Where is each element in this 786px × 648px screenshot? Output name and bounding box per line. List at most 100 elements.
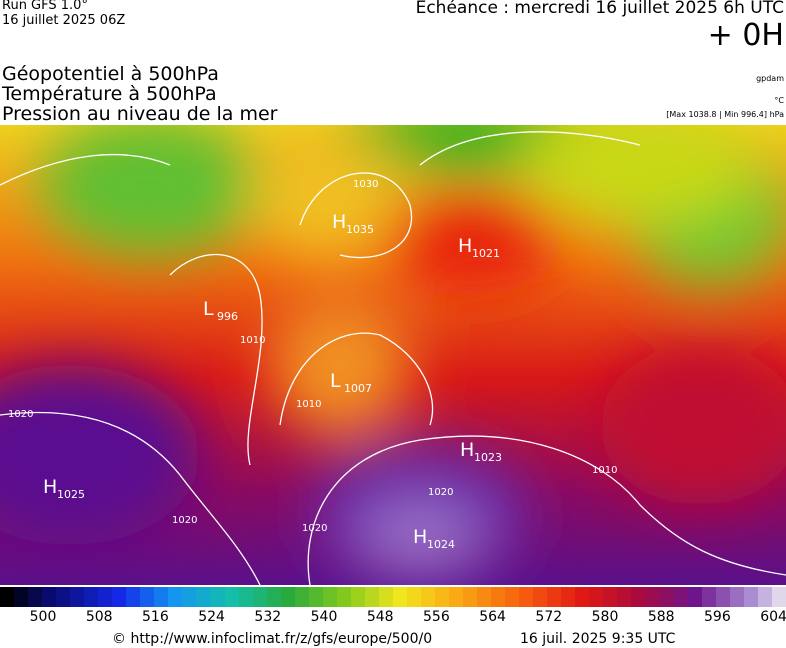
title: Géopotentiel à 500hPa	[2, 63, 219, 85]
colorbar-swatch	[308, 587, 323, 607]
isobar-label: 1030	[353, 179, 378, 190]
pressure-center: H	[413, 526, 427, 548]
colorbar-swatch	[617, 587, 632, 607]
colorbar-tick: 508	[85, 609, 113, 625]
colorbar-swatch	[420, 587, 435, 607]
colorbar-tick: 596	[704, 609, 731, 625]
colorbar-swatch	[729, 587, 744, 607]
colorbar-swatch	[463, 587, 478, 607]
colorbar-swatch	[533, 587, 548, 607]
colorbar-tick: 564	[479, 609, 506, 625]
colorbar-swatch	[336, 587, 351, 607]
offset: + 0H	[707, 18, 784, 53]
colorbar-swatch	[210, 587, 225, 607]
colorbar-swatch	[266, 587, 281, 607]
isobar-label: 1020	[302, 523, 327, 534]
colorbar-tick: 548	[366, 609, 394, 625]
colorbar-swatch	[280, 587, 295, 607]
pressure-center: H	[43, 476, 57, 498]
colorbar-swatch	[84, 587, 99, 607]
isobar-label: 1020	[428, 487, 453, 498]
colorbar-swatch	[14, 587, 29, 607]
colorbar-swatch	[505, 587, 520, 607]
unit: [Max 1038.8 | Min 996.4] hPa	[666, 110, 784, 119]
colorbar-swatch	[56, 587, 71, 607]
title: Température à 500hPa	[2, 83, 217, 105]
colorbar-swatch	[98, 587, 113, 607]
colorbar-swatch	[547, 587, 562, 607]
pressure-center: H	[458, 235, 472, 257]
colorbar-swatch	[519, 587, 534, 607]
colorbar-swatch	[406, 587, 421, 607]
pressure-center: L	[203, 298, 214, 320]
pressure-value: 1023	[474, 451, 502, 464]
colorbar-tick: 572	[535, 609, 563, 625]
pressure-value: 1007	[344, 382, 372, 395]
colorbar-swatch	[477, 587, 492, 607]
colorbar-swatch	[715, 587, 730, 607]
colorbar-swatch	[659, 587, 674, 607]
colorbar-swatch	[449, 587, 464, 607]
pressure-value: 1024	[427, 538, 455, 551]
colorbar-swatch	[28, 587, 43, 607]
colorbar-swatch	[112, 587, 127, 607]
echeance: Echéance : mercredi 16 juillet 2025 6h U…	[415, 0, 784, 18]
colorbar-swatch	[687, 587, 702, 607]
colorbar-swatch	[743, 587, 758, 607]
colorbar-swatch	[561, 587, 576, 607]
colorbar-swatch	[673, 587, 688, 607]
colorbar-tick: 516	[142, 609, 169, 625]
colorbar-swatch	[168, 587, 183, 607]
colorbar-swatch	[757, 587, 772, 607]
pressure-center: L	[330, 370, 341, 392]
colorbar-tick: 500	[29, 609, 57, 625]
colorbar-swatch	[575, 587, 590, 607]
colorbar-swatch	[491, 587, 506, 607]
isobar-label: 1010	[296, 399, 321, 410]
colorbar-swatch	[364, 587, 379, 607]
source: © http://www.infoclimat.fr/z/gfs/europe/…	[112, 631, 433, 647]
colorbar-swatch	[42, 587, 57, 607]
colorbar-swatch	[70, 587, 85, 607]
isobar-label: 1010	[240, 335, 265, 346]
unit: °C	[774, 96, 784, 105]
colorbar-swatch	[140, 587, 155, 607]
colorbar	[0, 587, 786, 607]
colorbar-swatch	[182, 587, 197, 607]
pressure-value: 1021	[472, 247, 500, 260]
unit: gpdam	[756, 74, 784, 83]
isobar-label: 1020	[8, 409, 33, 420]
colorbar-tick: 540	[310, 609, 338, 625]
colorbar-tick: 588	[647, 609, 675, 625]
colorbar-swatch	[238, 587, 253, 607]
colorbar-ticks: 500 508 516 524 532 540 548 556 564 572 580 588 596 6…	[0, 609, 786, 627]
colorbar-swatch	[126, 587, 141, 607]
colorbar-tick: 604	[760, 609, 786, 625]
colorbar-swatch	[196, 587, 211, 607]
colorbar-swatch	[392, 587, 407, 607]
colorbar-swatch	[378, 587, 393, 607]
colorbar-tick: 532	[254, 609, 282, 625]
colorbar-swatch	[322, 587, 337, 607]
colorbar-swatch	[589, 587, 604, 607]
colorbar-swatch	[224, 587, 239, 607]
pressure-value: 1025	[57, 488, 85, 501]
colorbar-swatch	[603, 587, 618, 607]
colorbar-tick: 580	[591, 609, 619, 625]
isobar-label: 1020	[172, 515, 197, 526]
colorbar-tick: 556	[423, 609, 450, 625]
colorbar-swatch	[252, 587, 267, 607]
colorbar-swatch	[631, 587, 646, 607]
colorbar-swatch	[645, 587, 660, 607]
run-date: 16 juillet 2025 06Z	[2, 13, 126, 28]
colorbar-swatch	[294, 587, 309, 607]
colorbar-swatch	[350, 587, 365, 607]
pressure-center: H	[332, 211, 346, 233]
colorbar-tick: 524	[198, 609, 225, 625]
title: Pression au niveau de la mer	[2, 103, 278, 125]
pressure-value: 996	[217, 310, 238, 323]
timestamp: 16 juil. 2025 9:35 UTC	[520, 631, 676, 647]
pressure-value: 1035	[346, 223, 374, 236]
